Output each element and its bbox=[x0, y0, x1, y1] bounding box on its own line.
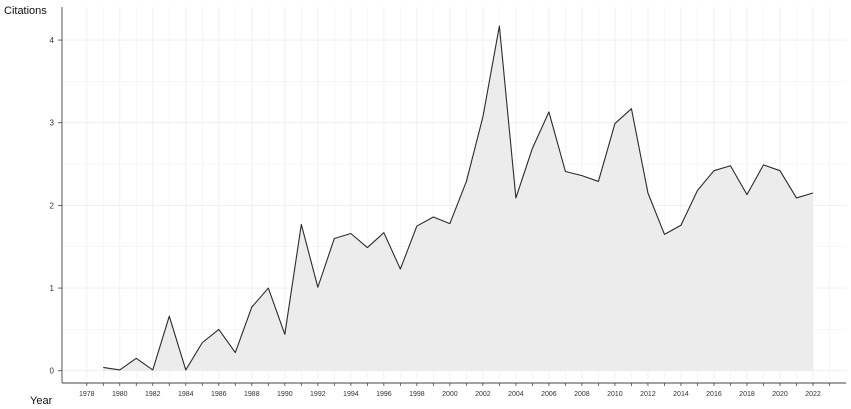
citations-area bbox=[103, 26, 813, 371]
data-point bbox=[284, 333, 286, 335]
citations-line bbox=[103, 25, 814, 371]
axis-layer bbox=[61, 7, 846, 384]
data-point bbox=[432, 216, 434, 218]
x-tick-label: 2016 bbox=[706, 391, 722, 398]
x-axis-label: Year bbox=[30, 395, 53, 407]
data-point bbox=[366, 247, 368, 249]
x-tick-label: 1986 bbox=[211, 391, 227, 398]
data-point bbox=[152, 369, 154, 371]
data-point bbox=[762, 164, 764, 166]
data-point bbox=[548, 111, 550, 113]
data-point bbox=[119, 369, 121, 371]
data-point bbox=[531, 147, 533, 149]
x-tick-label: 2010 bbox=[607, 391, 623, 398]
data-point bbox=[267, 287, 269, 289]
x-tick-label: 1978 bbox=[79, 391, 95, 398]
y-axis-label: Citations bbox=[4, 5, 47, 17]
x-tick-label: 2000 bbox=[442, 391, 458, 398]
x-tick-label: 1980 bbox=[112, 391, 128, 398]
data-point bbox=[399, 268, 401, 270]
x-tick-label: 2002 bbox=[475, 391, 491, 398]
data-point bbox=[201, 342, 203, 344]
data-point bbox=[729, 165, 731, 167]
data-point bbox=[135, 357, 137, 359]
data-point bbox=[465, 180, 467, 182]
data-point bbox=[647, 192, 649, 194]
data-point bbox=[482, 116, 484, 118]
data-point bbox=[416, 225, 418, 227]
series-layer bbox=[102, 25, 814, 371]
data-point bbox=[251, 306, 253, 308]
data-point bbox=[746, 194, 748, 196]
data-point bbox=[498, 25, 500, 27]
x-tick-label: 1990 bbox=[277, 391, 293, 398]
data-point bbox=[449, 223, 451, 225]
data-point bbox=[564, 171, 566, 173]
data-point bbox=[333, 237, 335, 239]
data-point bbox=[680, 224, 682, 226]
data-point bbox=[812, 192, 814, 194]
y-tick-label: 0 bbox=[50, 367, 55, 376]
y-tick-label: 2 bbox=[50, 201, 55, 210]
data-point bbox=[218, 328, 220, 330]
data-point bbox=[630, 108, 632, 110]
data-point bbox=[614, 123, 616, 125]
data-point bbox=[779, 170, 781, 172]
data-point bbox=[696, 190, 698, 192]
data-point bbox=[300, 223, 302, 225]
x-tick-label: 1988 bbox=[244, 391, 260, 398]
x-tick-label: 2012 bbox=[640, 391, 656, 398]
x-tick-label: 2006 bbox=[541, 391, 557, 398]
x-tick-label: 2020 bbox=[772, 391, 788, 398]
x-tick-label: 2004 bbox=[508, 391, 524, 398]
y-tick-label: 4 bbox=[50, 36, 55, 45]
data-point bbox=[597, 180, 599, 182]
x-tick-label: 1998 bbox=[409, 391, 425, 398]
data-point bbox=[102, 366, 104, 368]
x-tick-label: 1996 bbox=[376, 391, 392, 398]
data-point bbox=[234, 352, 236, 354]
data-point bbox=[581, 175, 583, 177]
x-tick-label: 2008 bbox=[574, 391, 590, 398]
y-tick-label: 1 bbox=[50, 284, 55, 293]
data-point bbox=[663, 233, 665, 235]
data-point bbox=[168, 315, 170, 317]
y-tick-label: 3 bbox=[50, 119, 55, 128]
x-tick-label: 1994 bbox=[343, 391, 359, 398]
x-tick-label: 2018 bbox=[739, 391, 755, 398]
data-point bbox=[383, 232, 385, 234]
x-tick-label: 1992 bbox=[310, 391, 326, 398]
data-point bbox=[350, 233, 352, 235]
data-point bbox=[317, 286, 319, 288]
data-point bbox=[515, 197, 517, 199]
tick-layer: 1978 1980 1982 1984 1986 1988 1990 1992 1994 1996… bbox=[50, 36, 830, 398]
x-tick-label: 1982 bbox=[145, 391, 161, 398]
x-tick-label: 2014 bbox=[673, 391, 689, 398]
data-point bbox=[795, 197, 797, 199]
x-tick-label: 1984 bbox=[178, 391, 194, 398]
x-tick-label: 2022 bbox=[805, 391, 821, 398]
data-point bbox=[185, 369, 187, 371]
data-point bbox=[713, 170, 715, 172]
